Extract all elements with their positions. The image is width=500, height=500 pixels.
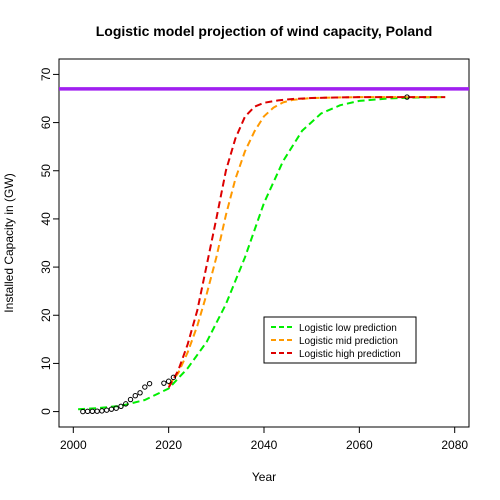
- legend-label-low: Logistic low prediction: [299, 323, 397, 334]
- x-tick-label: 2040: [251, 438, 278, 452]
- y-tick-label: 30: [39, 260, 53, 274]
- observed-points: [80, 94, 410, 415]
- y-tick-label: 10: [39, 356, 53, 370]
- chart-title: Logistic model projection of wind capaci…: [96, 23, 433, 39]
- observed-point: [123, 401, 129, 407]
- observed-point: [127, 396, 134, 403]
- y-tick-label: 70: [39, 67, 53, 81]
- observed-point: [113, 405, 119, 411]
- observed-point: [146, 380, 153, 387]
- y-axis-label: Installed Capacity in (GW): [2, 173, 16, 312]
- observed-point: [103, 407, 110, 413]
- series-line-high: [167, 96, 446, 388]
- y-tick-label: 40: [39, 212, 53, 226]
- legend-label-mid: Logistic mid prediction: [299, 336, 398, 347]
- y-tick-label: 0: [39, 408, 53, 415]
- observed-point: [161, 380, 167, 386]
- x-tick-label: 2080: [441, 438, 468, 452]
- legend-label-high: Logistic high prediction: [299, 349, 401, 360]
- observed-point: [404, 94, 410, 100]
- x-tick-label: 2060: [346, 438, 373, 452]
- x-axis: 2000 2020 2040 2060 2080: [60, 426, 468, 452]
- legend: Logistic low prediction Logistic mid pre…: [263, 316, 417, 364]
- x-tick-label: 2020: [155, 438, 182, 452]
- observed-point: [132, 392, 138, 399]
- observed-point: [142, 384, 148, 390]
- observed-point: [118, 403, 124, 409]
- x-tick-label: 2000: [60, 438, 87, 452]
- series-line-low: [78, 96, 446, 411]
- y-axis: 0 10 20 30 40 50 60 70: [39, 67, 60, 415]
- observed-point: [165, 378, 172, 384]
- y-tick-label: 60: [39, 116, 53, 130]
- observed-point: [137, 390, 143, 396]
- y-tick-label: 20: [39, 308, 53, 322]
- observed-point: [108, 406, 115, 412]
- x-axis-label: Year: [252, 470, 276, 484]
- y-tick-label: 50: [39, 164, 53, 178]
- series-lines: [78, 96, 446, 411]
- observed-point: [170, 374, 177, 381]
